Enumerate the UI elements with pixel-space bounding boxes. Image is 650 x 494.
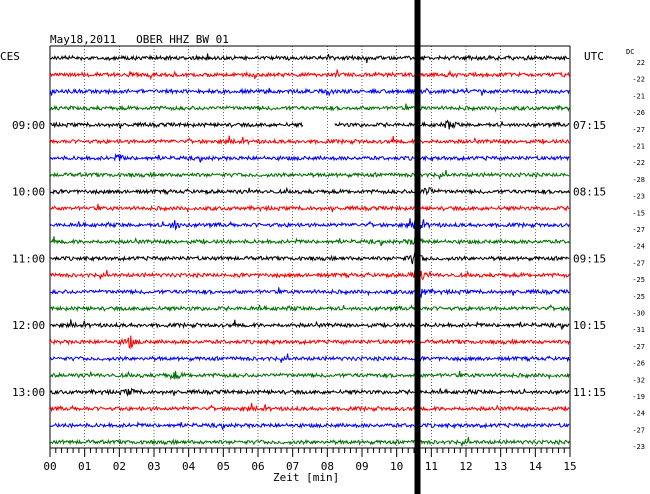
seismic-trace — [49, 387, 570, 397]
x-tick-label: 06 — [251, 460, 264, 473]
x-tick-label: 12 — [459, 460, 472, 473]
seismic-trace — [49, 203, 570, 213]
left-time-label: 09:00 — [12, 119, 45, 132]
x-tick-label: 11 — [425, 460, 438, 473]
right-time-label: 07:15 — [573, 119, 606, 132]
seismic-trace — [49, 370, 570, 381]
right-time-label: 11:15 — [573, 386, 606, 399]
x-tick-label: 04 — [182, 460, 196, 473]
seismic-trace — [49, 304, 570, 313]
dc-offset-label: -24 — [632, 243, 645, 251]
chart-labels: 00 01 02 03 04 05 06 07 08 09 10 11 12 13 14 15 22 -22 -21… — [12, 59, 645, 473]
seismic-trace — [49, 267, 570, 286]
x-tick-label: 02 — [113, 460, 126, 473]
dc-offset-label: -23 — [632, 193, 645, 201]
seismic-trace — [49, 402, 570, 413]
seismic-trace — [49, 152, 570, 163]
seismic-trace — [49, 218, 570, 232]
dc-offset-label: -25 — [632, 293, 645, 301]
left-timezone-label: CES — [0, 50, 20, 63]
left-time-label: 12:00 — [12, 319, 45, 332]
title-date: May18,2011 — [50, 33, 117, 46]
dc-offset-label: -21 — [632, 92, 645, 100]
seismic-trace — [49, 249, 570, 265]
seismic-trace — [49, 236, 570, 247]
dc-offset-label: -28 — [632, 176, 645, 184]
seismic-trace — [49, 335, 570, 350]
title-station: OBER HHZ BW 01 — [136, 33, 229, 46]
right-time-label: 10:15 — [573, 319, 606, 332]
left-time-label: 13:00 — [12, 386, 45, 399]
seismic-trace — [49, 135, 570, 146]
dc-offset-label: -24 — [632, 410, 645, 418]
dc-header-label: DC — [626, 48, 635, 56]
dc-offset-label: -26 — [632, 109, 645, 117]
dc-offset-label: -30 — [632, 310, 645, 318]
x-tick-label: 14 — [529, 460, 543, 473]
seismic-trace — [49, 103, 570, 113]
dc-offset-label: -15 — [632, 209, 645, 217]
seismic-trace — [49, 169, 570, 180]
left-time-label: 11:00 — [12, 252, 45, 265]
x-axis-label: Zeit [min] — [273, 471, 340, 484]
x-tick-label: 05 — [217, 460, 230, 473]
dc-offset-label: -26 — [632, 360, 645, 368]
seismic-trace — [49, 87, 570, 97]
seismic-traces — [49, 53, 570, 447]
x-tick-label: 00 — [43, 460, 56, 473]
dc-offset-label: -25 — [632, 276, 645, 284]
right-time-label: 08:15 — [573, 186, 606, 199]
right-timezone-label: UTC — [584, 50, 604, 63]
x-tick-label: 10 — [390, 460, 403, 473]
seismic-trace — [49, 287, 570, 299]
dc-offset-label: -23 — [632, 443, 645, 451]
seismic-trace — [49, 186, 570, 196]
dc-offset-label: -27 — [632, 126, 645, 134]
seismic-trace — [49, 437, 570, 447]
dc-offset-label: -22 — [632, 159, 645, 167]
seismic-trace — [49, 53, 570, 64]
x-tick-label: 03 — [147, 460, 160, 473]
x-tick-label: 15 — [563, 460, 576, 473]
dc-offset-label: -27 — [632, 426, 645, 434]
x-tick-label: 08 — [321, 460, 334, 473]
seismic-trace — [49, 319, 570, 330]
dc-offset-label: -19 — [632, 393, 645, 401]
dc-offset-label: -21 — [632, 143, 645, 151]
event-marker-bar — [414, 0, 421, 494]
dc-offset-label: -32 — [632, 376, 645, 384]
x-tick-label: 07 — [286, 460, 299, 473]
seismic-trace — [49, 420, 570, 430]
dc-offset-label: -22 — [632, 76, 645, 84]
dc-offset-label: 22 — [637, 59, 645, 67]
seismic-trace — [49, 69, 570, 81]
seismic-trace — [49, 353, 570, 363]
x-tick-label: 13 — [494, 460, 507, 473]
dc-offset-label: -27 — [632, 259, 645, 267]
dc-offset-label: -31 — [632, 326, 645, 334]
left-time-label: 10:00 — [12, 186, 45, 199]
dc-offset-label: -27 — [632, 343, 645, 351]
seismic-trace — [49, 119, 570, 130]
x-tick-label: 09 — [355, 460, 368, 473]
right-time-label: 09:15 — [573, 252, 606, 265]
x-tick-label: 01 — [78, 460, 91, 473]
dc-offset-label: -27 — [632, 226, 645, 234]
time-gridlines — [49, 45, 571, 457]
chart-title: May18,2011 OBER HHZ BW 01 — [50, 33, 229, 46]
